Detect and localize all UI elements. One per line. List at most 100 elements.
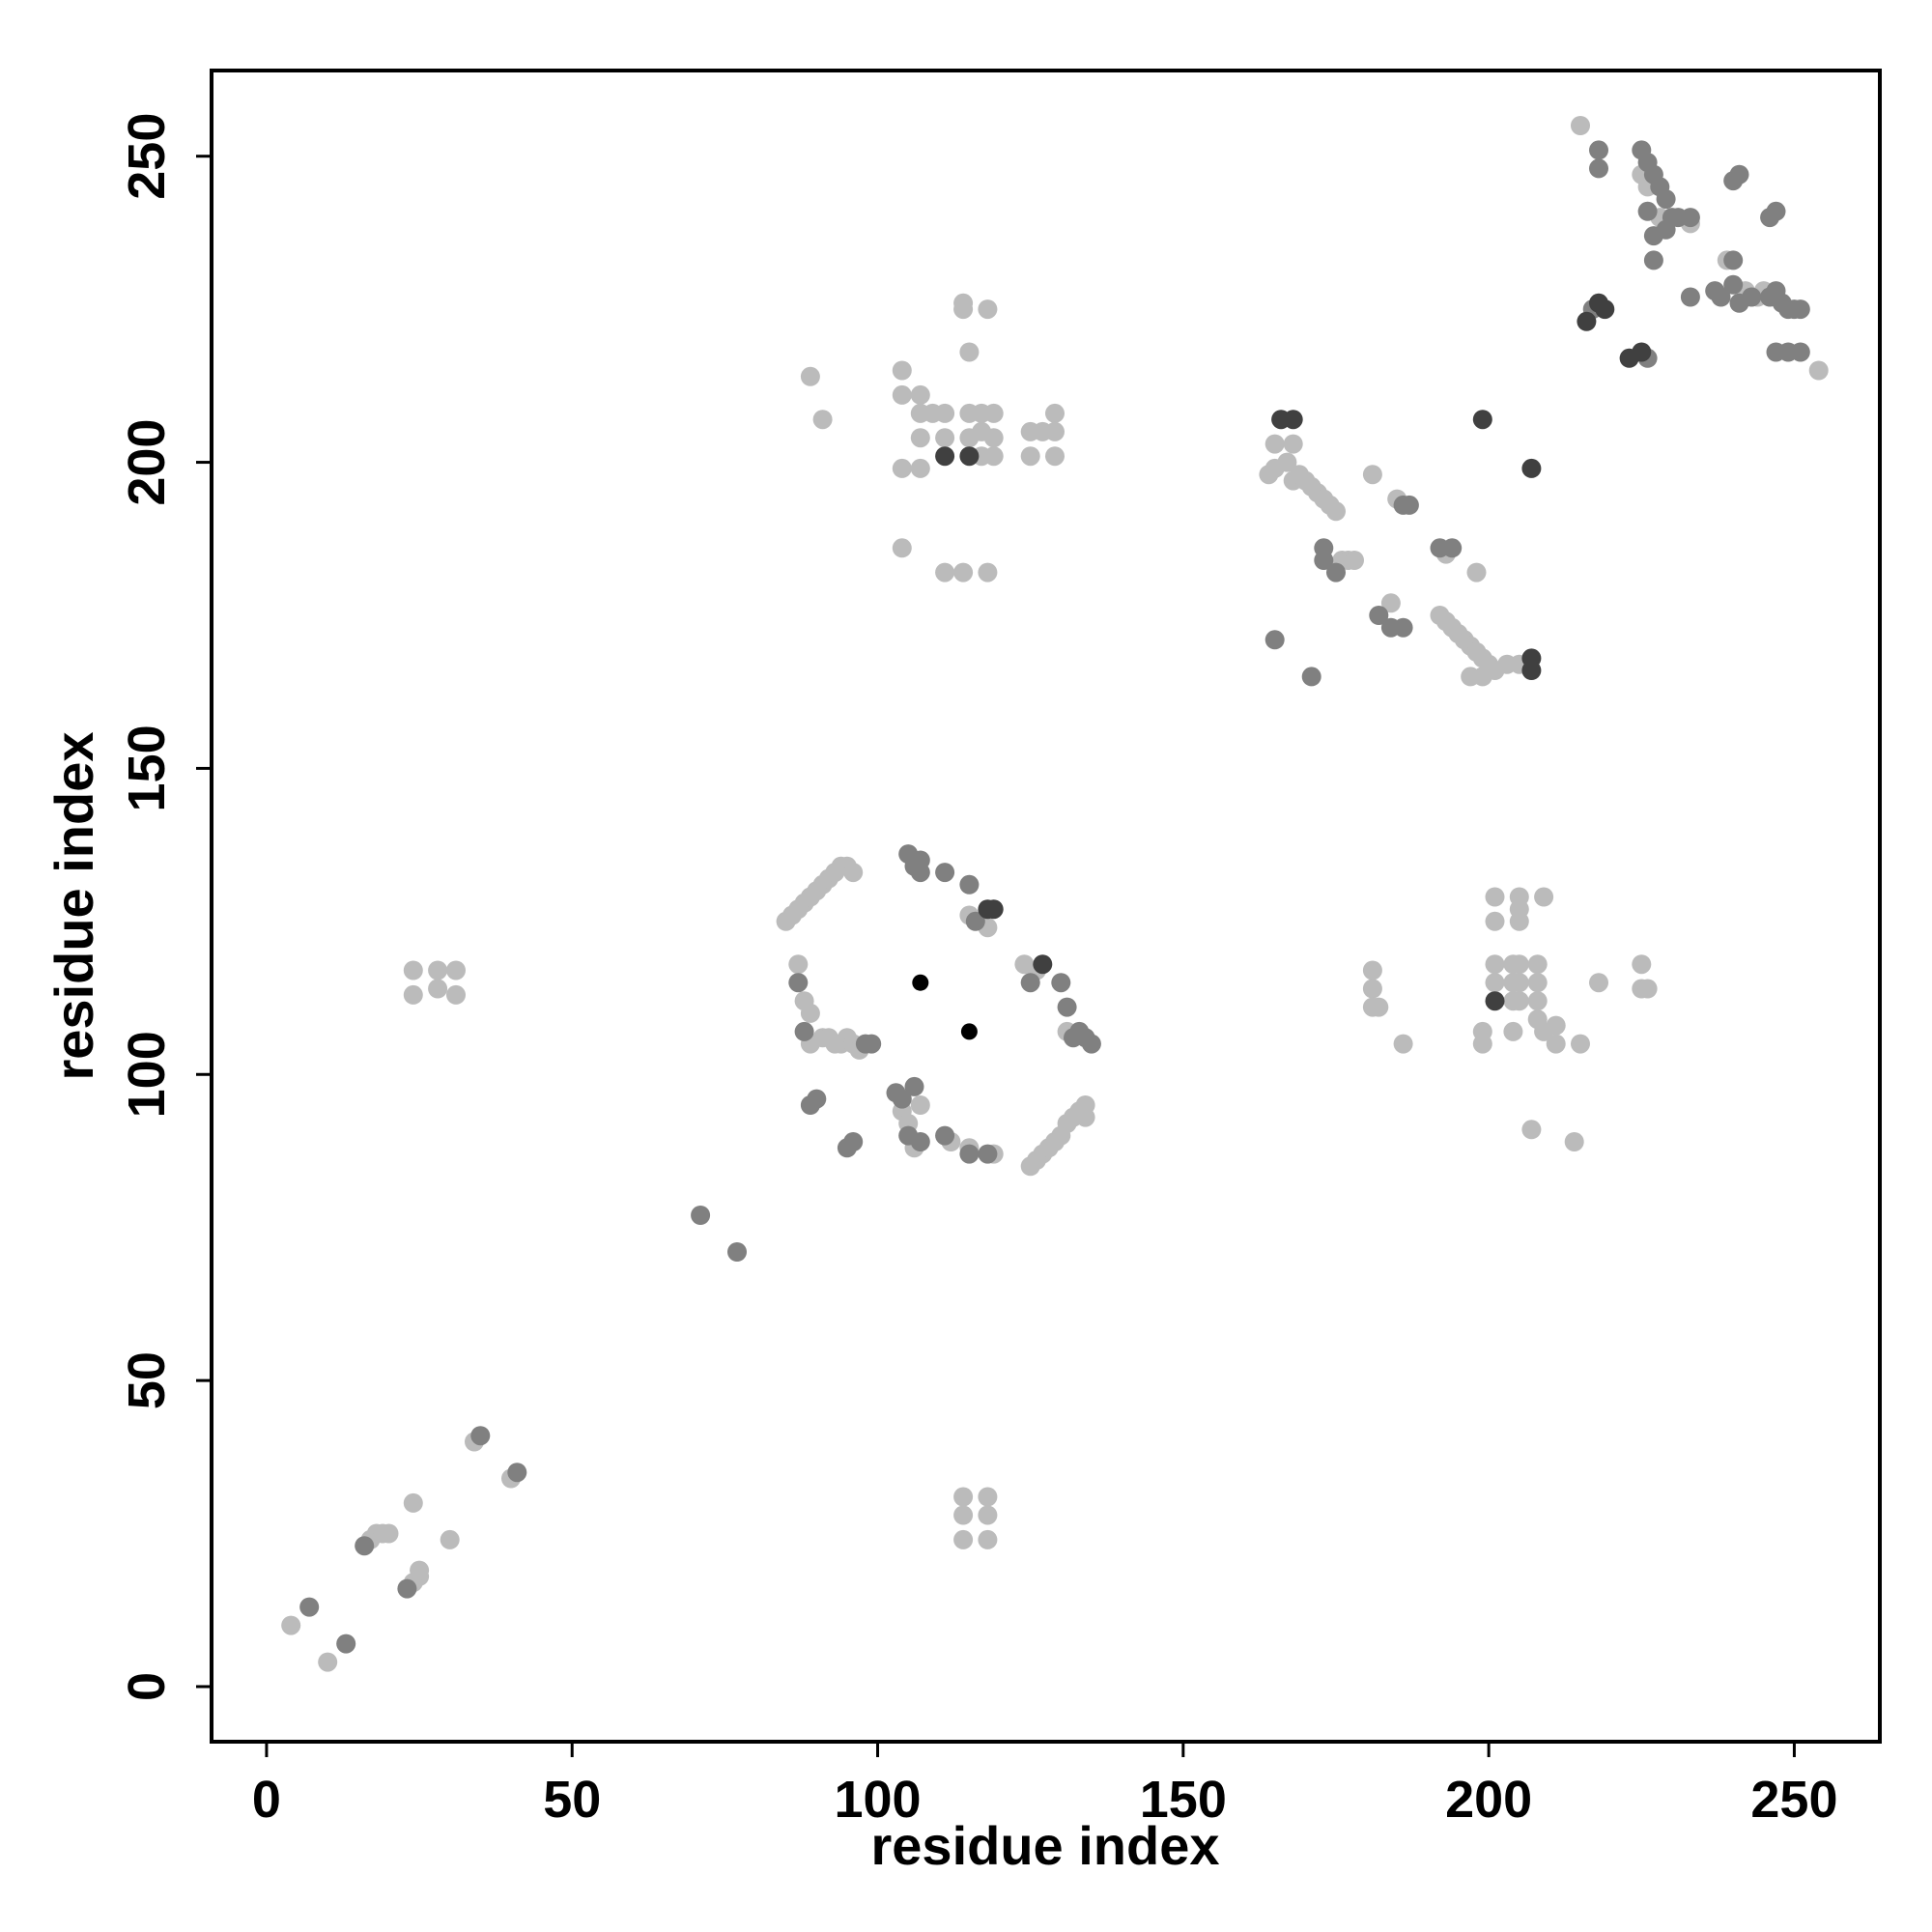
- data-point: [1790, 299, 1810, 320]
- data-point: [862, 1034, 882, 1054]
- data-point: [953, 1505, 974, 1525]
- data-point: [1509, 991, 1529, 1011]
- data-point: [959, 874, 980, 895]
- plot-frame: [210, 69, 1882, 1744]
- data-point: [1081, 1034, 1101, 1054]
- x-tick-label: 0: [252, 1771, 281, 1829]
- data-point: [1472, 410, 1492, 430]
- data-point: [1314, 551, 1334, 570]
- data-point: [978, 1144, 998, 1164]
- data-point: [1632, 954, 1652, 975]
- data-point: [1045, 403, 1065, 423]
- data-point: [1362, 465, 1382, 485]
- data-point: [1485, 887, 1505, 907]
- data-point: [470, 1426, 491, 1446]
- data-point: [812, 410, 833, 430]
- data-point: [892, 1089, 912, 1109]
- x-axis-title: residue index: [870, 1815, 1219, 1876]
- data-point: [1521, 458, 1542, 478]
- data-point: [1656, 189, 1676, 210]
- data-point: [910, 458, 930, 478]
- data-point: [1301, 667, 1321, 687]
- data-point: [807, 1089, 827, 1109]
- data-point: [1442, 538, 1463, 558]
- data-point: [935, 562, 955, 582]
- data-point: [1399, 495, 1419, 515]
- data-point: [1485, 991, 1505, 1011]
- data-point: [1020, 973, 1040, 993]
- data-point: [403, 960, 423, 980]
- data-point: [953, 293, 974, 313]
- data-point: [953, 1529, 974, 1549]
- data-point: [1521, 1120, 1542, 1140]
- data-point: [1362, 979, 1382, 999]
- data-point: [1485, 954, 1505, 975]
- data-point: [935, 1125, 955, 1146]
- data-point: [1546, 1034, 1566, 1054]
- x-axis: 0 50 100 150 200 250: [252, 1742, 1837, 1829]
- x-tick-label: 100: [834, 1771, 921, 1829]
- data-point: [1680, 208, 1700, 228]
- data-point: [1326, 501, 1346, 522]
- data-point: [1057, 997, 1077, 1017]
- data-point: [983, 899, 1004, 920]
- data-point: [978, 1505, 998, 1525]
- data-point: [1466, 562, 1487, 582]
- data-point: [1369, 606, 1389, 625]
- data-point: [910, 1132, 930, 1151]
- data-point: [1808, 360, 1829, 381]
- data-point: [318, 1652, 338, 1672]
- data-point: [910, 1095, 930, 1115]
- data-point: [403, 984, 423, 1005]
- data-point: [978, 1487, 998, 1507]
- data-point: [1075, 1107, 1095, 1127]
- data-point: [959, 1144, 980, 1164]
- data-point: [1020, 446, 1040, 467]
- data-point: [1637, 201, 1658, 221]
- data-point: [892, 538, 912, 558]
- data-point: [983, 446, 1004, 467]
- data-point: [1527, 973, 1548, 993]
- data-point: [1589, 158, 1608, 179]
- data-point: [1711, 287, 1731, 307]
- data-point: [1326, 562, 1346, 582]
- data-point: [428, 979, 448, 999]
- data-point: [1393, 1034, 1413, 1054]
- data-point: [1045, 446, 1065, 467]
- y-tick-label: 0: [118, 1672, 176, 1701]
- data-point: [1485, 973, 1505, 993]
- data-point: [1264, 630, 1285, 650]
- data-point: [837, 1138, 857, 1158]
- data-point: [1283, 410, 1303, 430]
- data-point: [507, 1463, 527, 1483]
- data-point: [959, 446, 980, 467]
- data-point: [1723, 250, 1744, 270]
- data-point: [1527, 991, 1548, 1011]
- data-point: [935, 403, 955, 423]
- data-point: [1577, 311, 1597, 331]
- y-tick-label: 150: [118, 724, 176, 811]
- data-point: [446, 984, 466, 1005]
- data-point: [379, 1523, 399, 1544]
- data-point: [892, 384, 912, 405]
- x-tick-label: 50: [543, 1771, 601, 1829]
- data-point: [1393, 617, 1413, 638]
- y-tick-label: 250: [118, 113, 176, 200]
- data-point: [410, 1560, 430, 1580]
- data-point: [440, 1529, 460, 1549]
- y-axis: 0 50 100 150 200 250: [118, 113, 212, 1701]
- data-point: [935, 428, 955, 448]
- x-tick-label: 150: [1140, 1771, 1227, 1829]
- data-point: [892, 458, 912, 478]
- data-point: [1045, 421, 1065, 441]
- data-point: [800, 366, 820, 386]
- points-layer: [281, 116, 1829, 1672]
- data-point: [910, 428, 930, 448]
- data-point: [446, 960, 466, 980]
- data-point: [978, 562, 998, 582]
- data-point: [800, 1003, 820, 1023]
- y-tick-label: 50: [118, 1351, 176, 1409]
- data-point: [1051, 973, 1071, 993]
- data-point: [953, 562, 974, 582]
- y-axis-title: residue index: [43, 731, 104, 1080]
